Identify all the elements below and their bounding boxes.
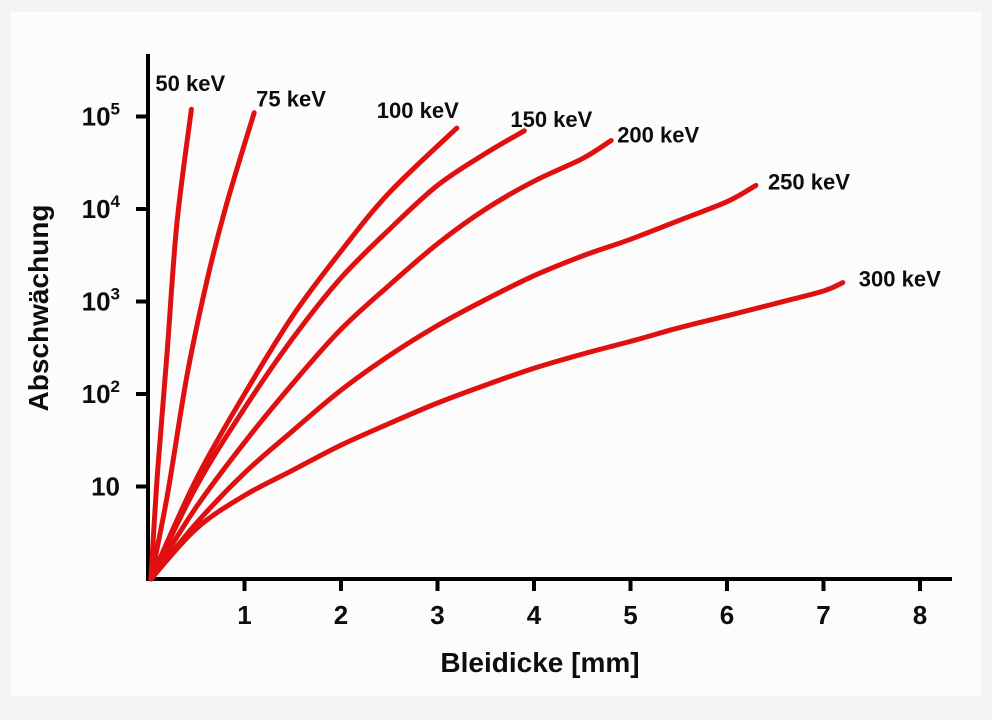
- y-tick-exponent: 5: [111, 100, 120, 119]
- y-tick-label: 104: [82, 192, 121, 224]
- x-tick-label: 4: [527, 600, 542, 630]
- curve-300-kev: [148, 280, 846, 582]
- curve-50-kev: [148, 106, 194, 582]
- curve-label: 150 keV: [510, 107, 592, 132]
- y-tick-base: 10: [91, 472, 120, 502]
- y-tick-label: 102: [82, 377, 120, 409]
- curve-250-kev: [148, 182, 759, 582]
- y-tick-base: 10: [82, 287, 111, 317]
- x-tick-label: 6: [720, 600, 734, 630]
- y-tick-exponent: 2: [111, 377, 120, 396]
- y-tick-label: 105: [82, 100, 120, 132]
- curve-label: 100 keV: [377, 98, 459, 123]
- curve-150-kev: [148, 128, 527, 582]
- x-axis-title: Bleidicke [mm]: [440, 647, 639, 678]
- x-tick-label: 8: [913, 600, 927, 630]
- curve-200-kev: [148, 138, 614, 582]
- y-tick-base: 10: [82, 194, 111, 224]
- curve-label: 200 keV: [617, 123, 699, 148]
- y-tick-exponent: 3: [111, 285, 120, 304]
- x-ticks: 1 2 3 4 5 6 7 8: [237, 579, 927, 630]
- y-tick-label: 103: [82, 285, 120, 317]
- x-tick-label: 5: [623, 600, 637, 630]
- x-tick-label: 1: [237, 600, 251, 630]
- y-tick-label: 10: [91, 472, 120, 502]
- curve-label: 250 keV: [768, 169, 850, 194]
- curve-75-kev: [148, 110, 257, 582]
- y-tick-exponent: 4: [111, 192, 121, 211]
- curve-labels: 50 keV 75 keV 100 keV 150 keV 200 keV 250 keV…: [155, 71, 941, 291]
- curve-label: 300 keV: [859, 267, 941, 292]
- axes: [146, 54, 952, 581]
- y-tick-base: 10: [82, 379, 111, 409]
- curve-label: 75 keV: [256, 87, 326, 112]
- curves: [148, 106, 846, 582]
- x-tick-label: 2: [334, 600, 348, 630]
- x-tick-label: 3: [430, 600, 444, 630]
- y-axis-title: Abschwächung: [23, 205, 54, 412]
- curve-label: 50 keV: [155, 71, 225, 96]
- x-tick-label: 7: [816, 600, 830, 630]
- curve-100-kev: [148, 125, 460, 582]
- y-tick-base: 10: [82, 102, 111, 132]
